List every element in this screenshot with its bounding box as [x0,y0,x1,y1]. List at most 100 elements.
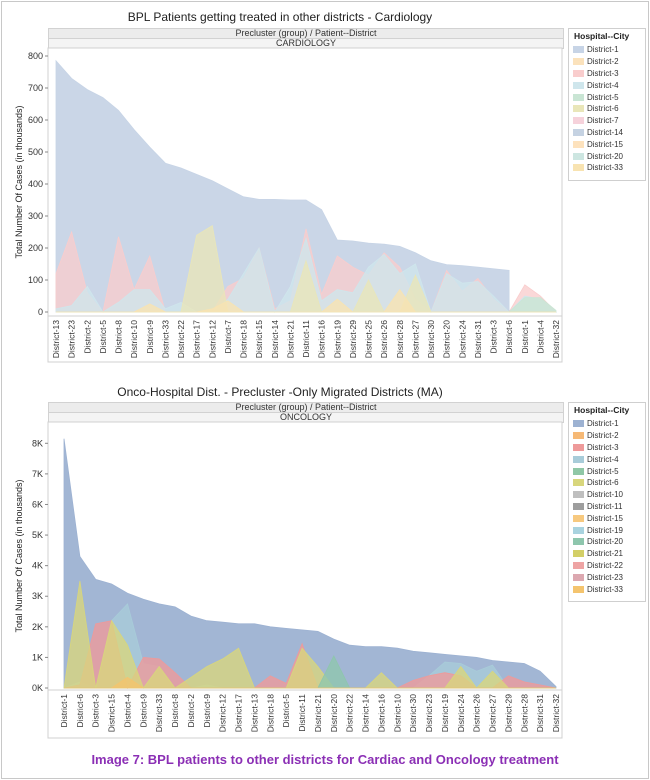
y-tick-label: 2K [32,622,43,632]
x-tick-label: District-27 [488,694,498,733]
x-tick-label: District-3 [91,694,101,728]
x-tick-label: District-20 [329,694,339,733]
oncology-area-chart: 0K 1K 2K 3K 4K 5K 6K 7K 8K Total Number Of Cases … [14,421,563,739]
x-tick-label: District-17 [192,320,202,359]
y-axis-label: Total Number Of Cases (in thousands) [14,105,24,258]
y-tick-label: 200 [28,243,43,253]
legend-item[interactable]: District-20 [569,150,645,162]
legend-item[interactable]: District-6 [569,103,645,115]
legend-label: District-19 [587,525,624,535]
cardiology-chart-title: BPL Patients getting treated in other di… [127,10,433,24]
legend-item[interactable]: District-4 [569,453,645,465]
legend-swatch [573,81,584,89]
legend-item[interactable]: District-4 [569,79,645,91]
legend-swatch [573,502,584,510]
legend-item[interactable]: District-2 [569,430,645,442]
cardiology-area-chart: 0 100 200 300 400 500 600 700 800 Total Number Of… [14,47,563,363]
legend-swatch [573,93,584,101]
x-tick-label: District-32 [551,694,561,733]
y-tick-label: 0 [38,307,43,317]
legend-label: District-20 [587,537,624,547]
legend-item[interactable]: District-22 [569,560,645,572]
legend-swatch [573,164,584,172]
legend-item[interactable]: District-1 [569,44,645,56]
x-tick-label: District-28 [395,320,405,359]
legend-label: District-4 [587,454,619,464]
legend-item[interactable]: District-3 [569,68,645,80]
legend-item[interactable]: District-33 [569,162,645,174]
legend-label: District-2 [587,431,619,441]
x-tick-label: District-3 [489,320,499,354]
legend-swatch [573,46,584,54]
x-tick-label: District-21 [285,320,295,359]
x-tick-label: District-5 [281,694,291,728]
x-tick-label: District-15 [254,320,264,359]
legend-item[interactable]: District-20 [569,536,645,548]
legend-label: District-14 [587,127,624,137]
x-tick-label: District-29 [348,320,358,359]
legend-item[interactable]: District-21 [569,548,645,560]
x-tick-label: District-19 [332,320,342,359]
legend-label: District-15 [587,139,624,149]
legend-swatch [573,526,584,534]
series-area [63,438,557,689]
x-tick-label: District-11 [297,694,307,732]
legend-item[interactable]: District-33 [569,583,645,595]
x-tick-label: District-32 [551,320,561,359]
legend-label: District-33 [587,584,624,594]
oncology-legend: Hospital--City District-1 District-2 Distr… [568,402,646,602]
y-tick-label: 4K [32,561,43,571]
legend-item[interactable]: District-5 [569,91,645,103]
legend-swatch [573,538,584,546]
x-tick-label: District-26 [379,320,389,359]
legend-item[interactable]: District-15 [569,512,645,524]
legend-swatch [573,128,584,136]
x-tick-label: District-10 [392,694,402,733]
oncology-chart-title: Onco-Hospital Dist. - Precluster -Only M… [117,385,443,399]
x-tick-label: District-6 [504,320,514,354]
x-tick-label: District-16 [376,694,386,733]
legend-label: District-6 [587,104,619,114]
x-tick-label: District-2 [186,694,196,728]
legend-swatch [573,491,584,499]
legend-label: District-10 [587,490,624,500]
legend-item[interactable]: District-7 [569,115,645,127]
y-tick-label: 100 [28,275,43,285]
x-tick-label: District-10 [129,320,139,359]
legend-swatch [573,585,584,593]
series-area [63,580,556,689]
legend-item[interactable]: District-2 [569,56,645,68]
y-tick-label: 800 [28,51,43,61]
x-tick-label: District-17 [234,694,244,733]
x-label-band [47,315,563,363]
legend-item[interactable]: District-3 [569,442,645,454]
series-area [64,676,556,689]
legend-label: District-21 [587,549,624,559]
legend-item[interactable]: District-1 [569,418,645,430]
x-tick-label: District-15 [107,694,117,733]
x-tick-label: District-19 [440,694,450,733]
x-tick-label: District-5 [98,320,108,354]
legend-item[interactable]: District-11 [569,501,645,513]
legend-item[interactable]: District-10 [569,489,645,501]
legend-item[interactable]: District-15 [569,138,645,150]
x-tick-label: District-9 [202,694,212,728]
legend-label: District-6 [587,478,619,488]
legend-item[interactable]: District-19 [569,524,645,536]
legend-swatch [573,432,584,440]
legend-item[interactable]: District-23 [569,571,645,583]
legend-item[interactable]: District-6 [569,477,645,489]
legend-swatch [573,561,584,569]
legend-item[interactable]: District-14 [569,127,645,139]
y-tick-label: 7K [32,469,43,479]
legend-item[interactable]: District-5 [569,465,645,477]
legend-label: District-11 [587,501,623,511]
series-area [56,288,556,313]
x-tick-label: District-8 [114,320,124,354]
x-tick-label: District-1 [520,320,530,354]
legend-label: District-33 [587,163,624,173]
x-tick-label: District-9 [145,320,155,354]
x-tick-label: District-33 [154,694,164,733]
x-tick-label: District-22 [176,320,186,359]
